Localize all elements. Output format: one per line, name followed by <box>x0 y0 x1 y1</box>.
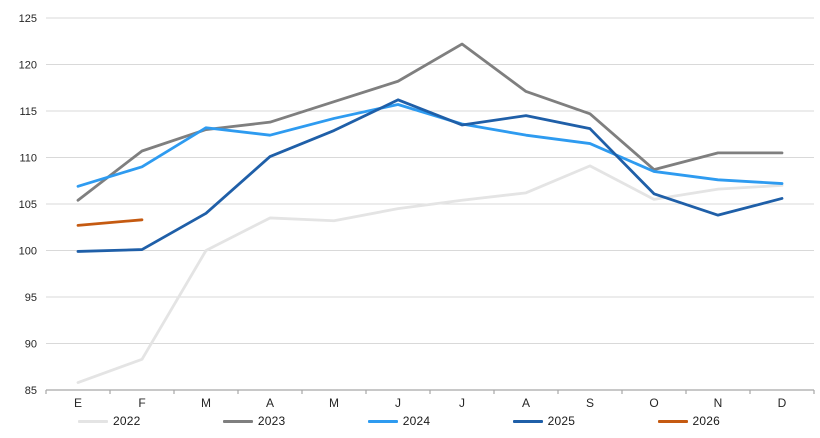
x-tick-label: D <box>778 396 787 410</box>
y-tick-label: 110 <box>19 153 37 165</box>
legend-item-2025: 2025 <box>512 414 576 428</box>
legend-item-2026: 2026 <box>657 414 721 428</box>
series-line-2025 <box>76 98 784 253</box>
series-line-2024 <box>76 103 784 188</box>
x-tick-label: F <box>138 396 145 410</box>
y-tick-label: 95 <box>25 292 37 304</box>
legend-swatch-2022 <box>78 419 108 423</box>
x-tick-label: N <box>714 396 723 410</box>
legend-label: 2026 <box>692 414 720 428</box>
y-tick-label: 100 <box>19 246 37 258</box>
series-line-2023 <box>76 42 784 202</box>
x-tick-label: J <box>459 396 465 410</box>
x-tick-label: S <box>586 396 594 410</box>
legend-swatch-2025 <box>512 419 543 423</box>
x-tick-label: E <box>74 396 82 410</box>
legend-item-2022: 2022 <box>78 414 141 428</box>
y-tick-label: 105 <box>19 199 37 211</box>
legend-label: 2022 <box>113 414 141 428</box>
x-tick-label: A <box>266 396 274 410</box>
series-line-2022 <box>76 164 784 384</box>
x-tick-label: M <box>329 396 339 410</box>
legend-label: 2023 <box>257 414 286 428</box>
gridlines <box>46 17 814 344</box>
x-tick-label: O <box>649 396 658 410</box>
x-tick-label: M <box>201 396 211 410</box>
y-tick-label: 85 <box>25 385 37 397</box>
legend-swatch-2024 <box>367 419 398 423</box>
y-axis-labels: 85 90 95 100 105 110 115 120 125 <box>19 13 37 397</box>
y-tick-label: 115 <box>19 106 37 118</box>
legend-item-2024: 2024 <box>367 414 431 428</box>
x-tick-label: J <box>395 396 401 410</box>
y-tick-label: 120 <box>19 60 37 72</box>
legend-label: 2025 <box>547 414 576 428</box>
legend-label: 2024 <box>402 414 431 428</box>
legend-item-2023: 2023 <box>222 414 286 428</box>
y-tick-label: 90 <box>25 339 37 351</box>
legend-swatch-2023 <box>222 419 253 423</box>
x-tick-label: A <box>522 396 530 410</box>
chart-legend: 2022 2023 2024 2025 2026 <box>78 414 720 428</box>
series-line-2026 <box>76 218 144 227</box>
y-tick-label: 125 <box>19 13 37 25</box>
line-chart: 85 90 95 100 105 110 115 120 125 E F M A M J J A S O N D <box>19 13 815 410</box>
x-axis <box>45 389 815 394</box>
legend-swatch-2026 <box>657 419 688 423</box>
